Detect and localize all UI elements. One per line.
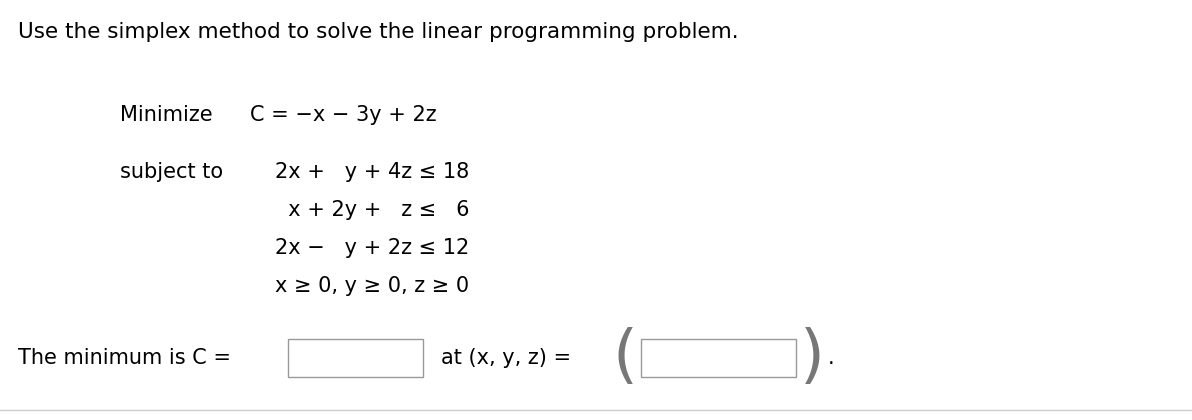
Text: (: ( bbox=[613, 327, 638, 389]
Text: at (x, y, z) =: at (x, y, z) = bbox=[441, 348, 571, 368]
Text: subject to: subject to bbox=[120, 162, 223, 182]
Text: x ≥ 0, y ≥ 0, z ≥ 0: x ≥ 0, y ≥ 0, z ≥ 0 bbox=[275, 276, 470, 296]
Text: Use the simplex method to solve the linear programming problem.: Use the simplex method to solve the line… bbox=[18, 22, 739, 42]
Bar bbox=[641, 339, 796, 377]
Text: The minimum is C =: The minimum is C = bbox=[18, 348, 231, 368]
Text: .: . bbox=[828, 348, 834, 368]
Bar bbox=[288, 339, 423, 377]
Text: 2x +   y + 4z ≤ 18: 2x + y + 4z ≤ 18 bbox=[275, 162, 470, 182]
Text: C = −x − 3y + 2z: C = −x − 3y + 2z bbox=[250, 105, 436, 125]
Text: ): ) bbox=[800, 327, 825, 389]
Text: x + 2y +   z ≤   6: x + 2y + z ≤ 6 bbox=[275, 200, 470, 220]
Text: 2x −   y + 2z ≤ 12: 2x − y + 2z ≤ 12 bbox=[275, 238, 470, 258]
Text: Minimize: Minimize bbox=[120, 105, 212, 125]
